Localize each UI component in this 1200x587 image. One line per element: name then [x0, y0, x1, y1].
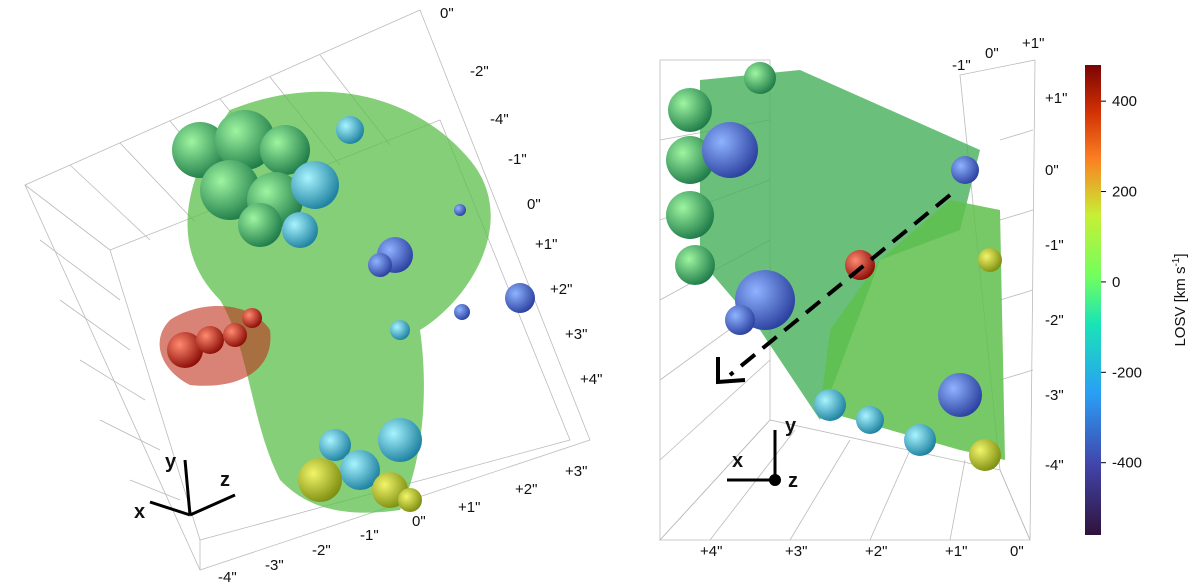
axis-label: +4" — [700, 543, 722, 560]
axis-labels: 0" -2" -4" -1" 0" +1" +2" +3" +4" +3" +2" +1" 0" -1" -… — [218, 5, 1067, 586]
triad-label: y — [165, 451, 177, 473]
right-cloud — [666, 62, 1005, 471]
axis-label: -3" — [1045, 387, 1064, 404]
colorbar-label: LOSV [km s-1] — [1171, 253, 1189, 346]
axis-label: 0" — [1010, 543, 1024, 560]
colorbar-tick-label: -400 — [1112, 455, 1142, 472]
axis-label: -1" — [952, 57, 971, 74]
axis-label: -2" — [470, 63, 489, 80]
label: ] — [1172, 253, 1189, 257]
axis-label: +2" — [515, 481, 537, 498]
axis-label: +3" — [565, 463, 587, 480]
axis-label: +1" — [535, 236, 557, 253]
axis-label: -2" — [312, 542, 331, 559]
right-triad — [727, 430, 777, 482]
axis-label: +1" — [945, 543, 967, 560]
axis-label: -4" — [1045, 457, 1064, 474]
axis-label: -4" — [490, 111, 509, 128]
axis-label: 0" — [412, 513, 426, 530]
axis-label: -1" — [1045, 237, 1064, 254]
left-triad — [149, 459, 236, 517]
colorbar-tick-label: 200 — [1112, 184, 1137, 201]
axis-label: -4" — [218, 569, 237, 582]
triad-label: z — [220, 469, 230, 491]
colorbar-tick-label: 0 — [1112, 274, 1120, 291]
colorbar-tick-label: 400 — [1112, 93, 1137, 110]
axis-label: 0" — [985, 45, 999, 62]
triad-origin — [769, 474, 781, 486]
left-cloud — [159, 91, 535, 513]
colorbar-ticks: 400 200 0 -200 -400 — [1101, 93, 1142, 472]
axis-label: +1" — [458, 499, 480, 516]
axis-label: +2" — [865, 543, 887, 560]
axis-label: 0" — [440, 5, 454, 22]
right-arrow — [716, 193, 952, 385]
axis-label: -1" — [360, 527, 379, 544]
axis-label: -2" — [1045, 312, 1064, 329]
label-sup: -1 — [1171, 257, 1182, 266]
triad-label: z — [788, 470, 798, 492]
triad-label: y — [785, 415, 797, 437]
axis-label: +1" — [1045, 90, 1067, 107]
axis-label: +3" — [785, 543, 807, 560]
axis-label: -3" — [265, 557, 284, 574]
axis-label: -1" — [508, 151, 527, 168]
axis-label: +2" — [550, 281, 572, 298]
axis-label: +4" — [580, 371, 602, 388]
label: LOSV [km s — [1172, 267, 1189, 347]
axis-label: +1" — [1022, 35, 1044, 52]
axis-label: 0" — [527, 196, 541, 213]
colorbar-tick-label: -200 — [1112, 364, 1142, 381]
triad-label: x — [732, 450, 743, 472]
colorbar — [1085, 65, 1101, 535]
axis-label: +3" — [565, 326, 587, 343]
triad-label: x — [134, 501, 145, 523]
axis-label: 0" — [1045, 162, 1059, 179]
